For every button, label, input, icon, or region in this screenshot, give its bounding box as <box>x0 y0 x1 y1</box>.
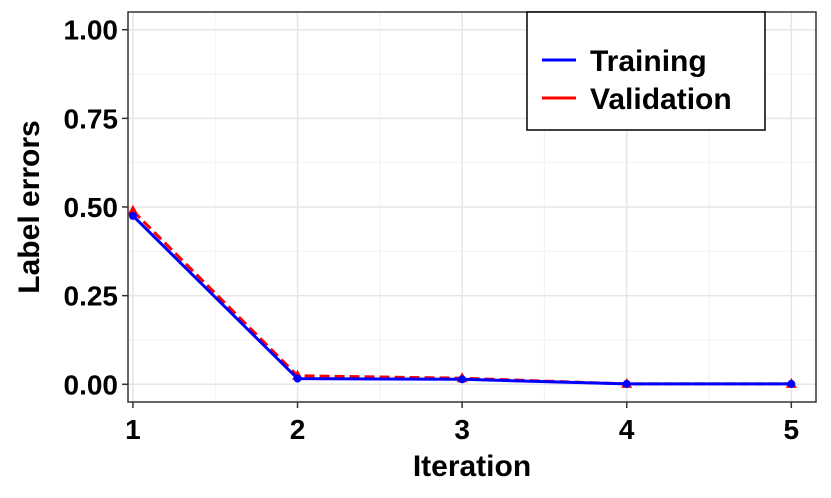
legend-label-validation: Validation <box>590 83 732 116</box>
legend-box <box>526 11 766 131</box>
data-point-validation <box>127 204 139 215</box>
x-tick-label: 5 <box>784 414 800 445</box>
legend-label-training: Training <box>590 45 707 78</box>
x-axis-title: Iteration <box>413 450 531 483</box>
x-tick-label: 1 <box>125 414 141 445</box>
data-point-training <box>787 379 796 388</box>
x-tick-label: 2 <box>290 414 306 445</box>
y-tick-label: 1.00 <box>64 15 119 46</box>
series-layer <box>127 204 797 388</box>
y-tick-label: 0.25 <box>64 281 119 312</box>
data-point-training <box>622 379 631 388</box>
data-point-training <box>458 375 467 384</box>
y-tick-label: 0.00 <box>64 369 119 400</box>
x-tick-label: 3 <box>454 414 470 445</box>
legend: Training Validation <box>526 11 766 131</box>
y-tick-label: 0.50 <box>64 192 119 223</box>
y-tick-label: 0.75 <box>64 103 119 134</box>
data-point-training <box>293 374 302 383</box>
y-axis-title: Label errors <box>13 120 46 293</box>
x-tick-label: 4 <box>619 414 635 445</box>
y-axis: 0.00 0.25 0.50 0.75 1.00 <box>64 15 128 400</box>
x-axis: 1 2 3 4 5 <box>125 402 799 445</box>
data-point-training <box>128 211 137 220</box>
